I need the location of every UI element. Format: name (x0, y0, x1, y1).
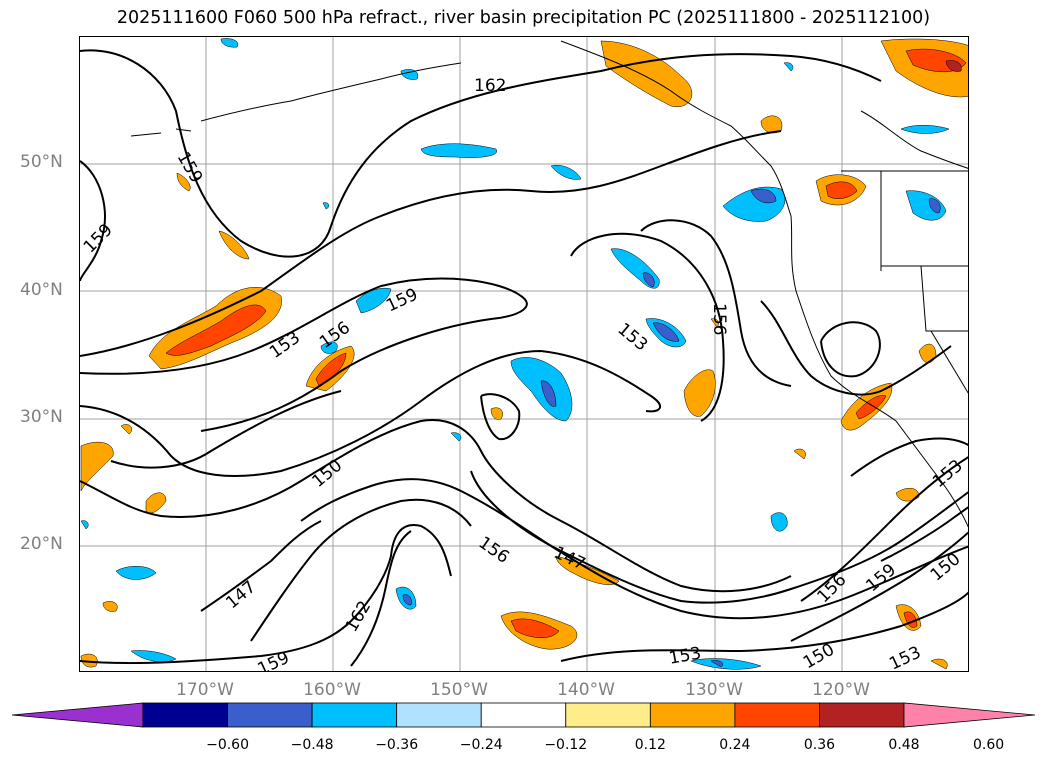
contour-label-159-edge: 159 (80, 220, 117, 257)
contour-label-162-south: 162 (342, 598, 376, 636)
lon-label-150w: 150°W (430, 680, 488, 700)
lat-label-30n: 30°N (20, 407, 63, 427)
contour-label-150-bottom: 150 (800, 640, 838, 672)
contours (80, 49, 968, 667)
colorbar-segment (142, 702, 228, 728)
lon-label-160w: 160°W (303, 680, 361, 700)
colorbar-tick-label: 0.24 (719, 737, 751, 753)
lat-label-20n: 20°N (20, 534, 63, 554)
contour-label-162-north: 162 (474, 76, 506, 96)
contour-label-150-center: 150 (308, 456, 346, 492)
contour-label-153-southeast: 153 (886, 643, 924, 672)
precip-negative (80, 38, 950, 670)
colorbar-segment (565, 702, 651, 728)
colorbar-tick-label: −0.24 (459, 737, 503, 753)
lon-label-130w: 130°W (685, 680, 743, 700)
lat-label-50n: 50°N (20, 152, 63, 172)
contour-label-153-east: 153 (614, 319, 652, 355)
colorbar-tick-label: 0.12 (634, 737, 666, 753)
colorbar-tick-label: 0.60 (972, 737, 1005, 753)
colorbar-tick-label: 0.36 (803, 737, 836, 753)
colorbar-segment (734, 702, 820, 728)
contour-label-156-southeast: 156 (813, 570, 850, 607)
colorbar-segment (311, 702, 398, 728)
lat-label-40n: 40°N (20, 280, 63, 300)
colorbar-tick-label: −0.36 (375, 737, 419, 753)
contour-label-150-east: 150 (927, 549, 965, 585)
lon-label-170w: 170°W (176, 680, 234, 700)
colorbar-segment (819, 702, 905, 728)
lon-label-140w: 140°W (557, 680, 615, 700)
colorbar-segment (480, 702, 567, 728)
contour-label-159-west: 159 (173, 149, 207, 187)
colorbar-segment (649, 702, 736, 728)
map-panel[interactable]: 162 159 159 159 156 153 153 156 150 147 … (79, 36, 969, 672)
contour-label-153-center: 153 (266, 328, 304, 363)
contour-label-156-south: 156 (475, 533, 513, 568)
map-title: 2025111600 F060 500 hPa refract., river … (116, 8, 931, 28)
precip-positive (80, 38, 968, 670)
contour-label-159-southeast: 159 (862, 560, 900, 596)
colorbar-segment (227, 702, 313, 728)
contour-label-147-southwest: 147 (222, 577, 260, 613)
colorbar-segment (396, 702, 482, 728)
colorbar (11, 702, 1036, 728)
map-canvas: 162 159 159 159 156 153 153 156 150 147 … (80, 37, 968, 672)
coastlines (130, 40, 968, 528)
colorbar-extend-max (903, 702, 1036, 728)
colorbar-tick-label: −0.48 (290, 737, 334, 753)
colorbar-tick-label: −0.12 (544, 737, 588, 753)
contour-label-156-east: 156 (709, 303, 729, 335)
contour-label-153-bottom: 153 (667, 643, 702, 668)
colorbar-tick-label: 0.48 (888, 737, 920, 753)
colorbar-extend-min (11, 702, 144, 728)
colorbar-tick-label: −0.60 (206, 737, 249, 753)
lon-label-120w: 120°W (812, 680, 870, 700)
